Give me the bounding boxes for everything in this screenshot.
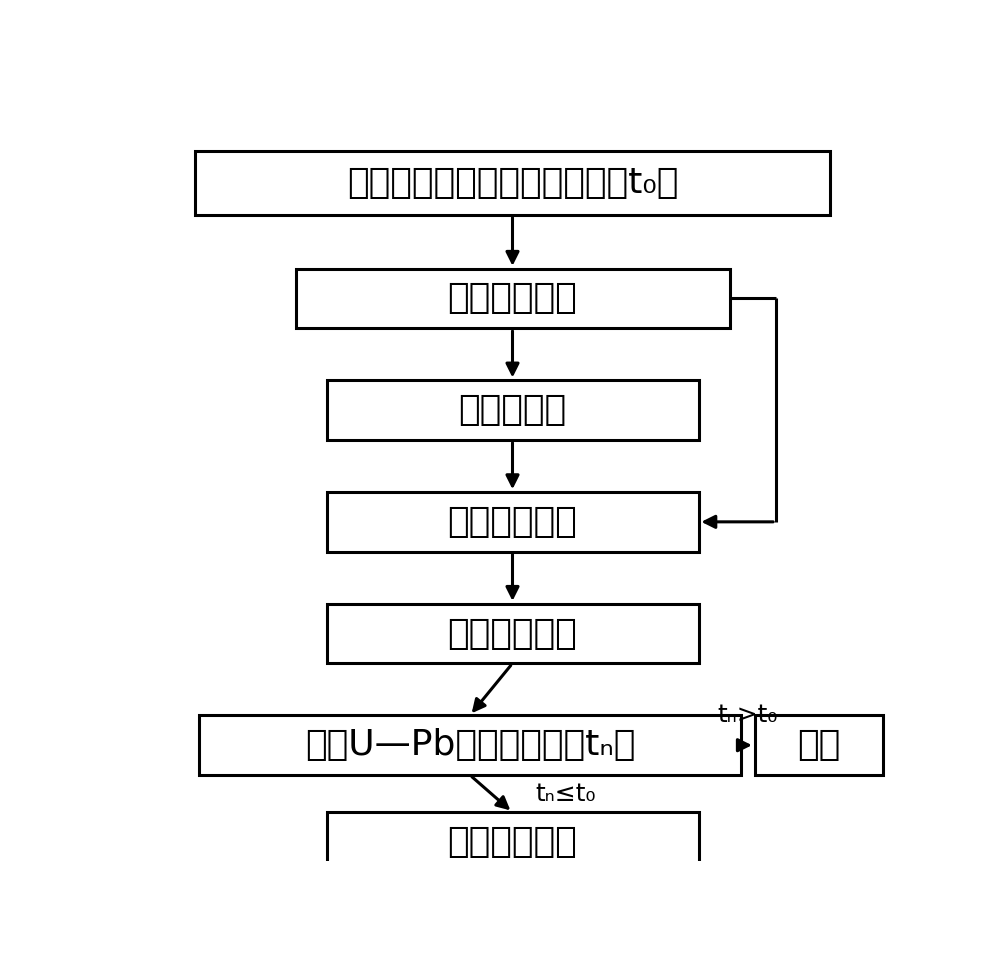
Text: 样品破碎刷分: 样品破碎刷分	[448, 617, 577, 651]
Text: tₙ≤t₀: tₙ≤t₀	[536, 781, 596, 806]
Bar	[195, 152, 830, 215]
Bar	[326, 492, 698, 551]
Bar	[326, 603, 698, 663]
Bar	[755, 716, 883, 775]
Text: 镜下粒度统计: 镜下粒度统计	[448, 505, 577, 539]
Text: 矿石样品采集: 矿石样品采集	[448, 281, 577, 315]
Text: 光薄片磨片: 光薄片磨片	[458, 394, 567, 427]
Text: 镃矿床（点）及目的层选取（t₀）: 镃矿床（点）及目的层选取（t₀）	[347, 166, 678, 200]
Text: 镃矿形成时代: 镃矿形成时代	[448, 825, 577, 859]
Bar	[326, 812, 698, 872]
Text: 舍弃: 舍弃	[797, 728, 840, 762]
Text: tₙ>t₀: tₙ>t₀	[718, 703, 778, 726]
Bar	[296, 269, 730, 328]
Bar	[199, 716, 741, 775]
Bar	[326, 380, 698, 440]
Text: 全岩U—Pb同位素定年（tₙ）: 全岩U—Pb同位素定年（tₙ）	[305, 728, 635, 762]
